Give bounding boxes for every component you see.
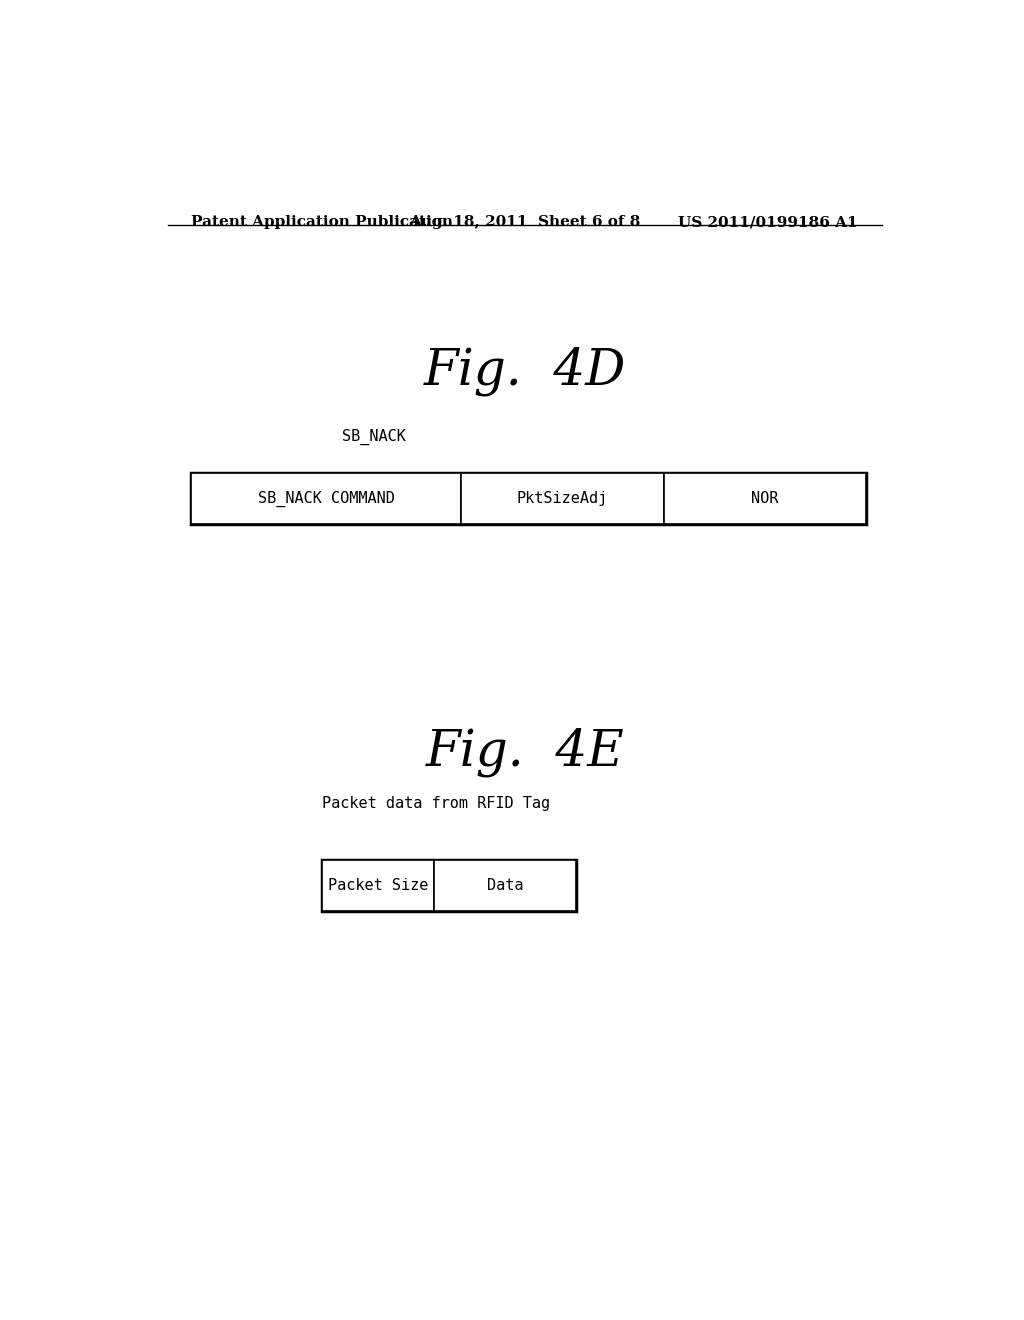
Text: SB_NACK: SB_NACK <box>342 429 407 445</box>
Bar <box>191 474 866 524</box>
Text: PktSizeAdj: PktSizeAdj <box>517 491 608 507</box>
Text: Fig.  4E: Fig. 4E <box>425 727 625 777</box>
Bar <box>462 474 664 524</box>
Text: Packet Size: Packet Size <box>328 878 428 892</box>
Text: US 2011/0199186 A1: US 2011/0199186 A1 <box>679 215 858 230</box>
Bar <box>323 859 577 911</box>
Text: SB_NACK COMMAND: SB_NACK COMMAND <box>258 491 395 507</box>
Text: Data: Data <box>487 878 523 892</box>
Text: Packet data from RFID Tag: Packet data from RFID Tag <box>323 796 551 810</box>
Bar <box>191 474 462 524</box>
Bar <box>323 859 434 911</box>
Bar <box>434 859 577 911</box>
Text: Patent Application Publication: Patent Application Publication <box>191 215 454 230</box>
Bar <box>664 474 866 524</box>
Text: Fig.  4D: Fig. 4D <box>424 346 626 396</box>
Text: NOR: NOR <box>752 491 778 507</box>
Text: Aug. 18, 2011  Sheet 6 of 8: Aug. 18, 2011 Sheet 6 of 8 <box>410 215 640 230</box>
